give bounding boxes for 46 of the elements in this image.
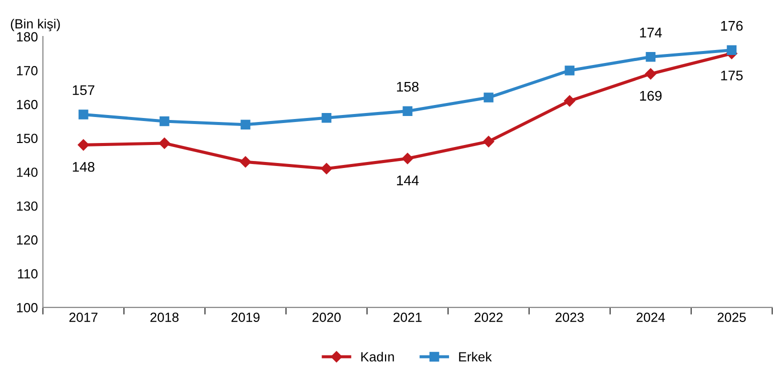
- data-label: 174: [640, 28, 662, 38]
- point: [240, 120, 250, 130]
- point: [322, 112, 332, 123]
- data-label: 176: [721, 20, 743, 31]
- y-tick-label: 120: [17, 235, 38, 245]
- point: [726, 45, 737, 56]
- legend-label: Kadın: [361, 352, 394, 362]
- y-tick-label: 170: [17, 66, 38, 76]
- x-tick-label: 2024: [636, 312, 665, 322]
- point: [646, 52, 656, 62]
- x-tick-label: 2023: [556, 312, 584, 322]
- data-label: 144: [397, 176, 419, 186]
- point: [564, 66, 574, 76]
- data-label: 157: [72, 85, 94, 96]
- point: [482, 136, 494, 148]
- point: [564, 95, 576, 107]
- data-label: 175: [721, 70, 743, 80]
- y-tick-label: 130: [17, 201, 38, 211]
- point: [402, 106, 412, 116]
- x-tick-label: 2017: [69, 312, 98, 322]
- data-label: 169: [640, 90, 662, 101]
- y-tick-label: 140: [17, 168, 38, 177]
- y-tick-label: 110: [18, 269, 38, 278]
- point: [78, 110, 88, 120]
- point: [645, 68, 656, 80]
- x-tick-label: 2020: [312, 312, 341, 322]
- point: [158, 138, 170, 149]
- point: [402, 152, 414, 164]
- y-tick-label: 150: [17, 134, 38, 144]
- y-tick-label: 180: [17, 32, 38, 42]
- y-tick-label: 100: [17, 303, 38, 312]
- y-axis-title: (Bin kişi): [10, 18, 60, 32]
- legend-label: Erkek: [459, 352, 492, 362]
- point: [240, 156, 252, 168]
- x-tick-label: 2025: [718, 312, 746, 322]
- point: [160, 116, 170, 126]
- point: [484, 92, 494, 102]
- point: [320, 163, 332, 174]
- data-label: 148: [72, 162, 94, 172]
- x-tick-label: 2021: [394, 312, 422, 322]
- x-tick-label: 2018: [150, 312, 179, 322]
- y-tick-label: 160: [17, 100, 38, 110]
- point: [78, 139, 90, 151]
- x-tick-label: 2019: [231, 312, 260, 322]
- x-tick-label: 2022: [474, 312, 503, 322]
- data-label: 158: [397, 82, 419, 92]
